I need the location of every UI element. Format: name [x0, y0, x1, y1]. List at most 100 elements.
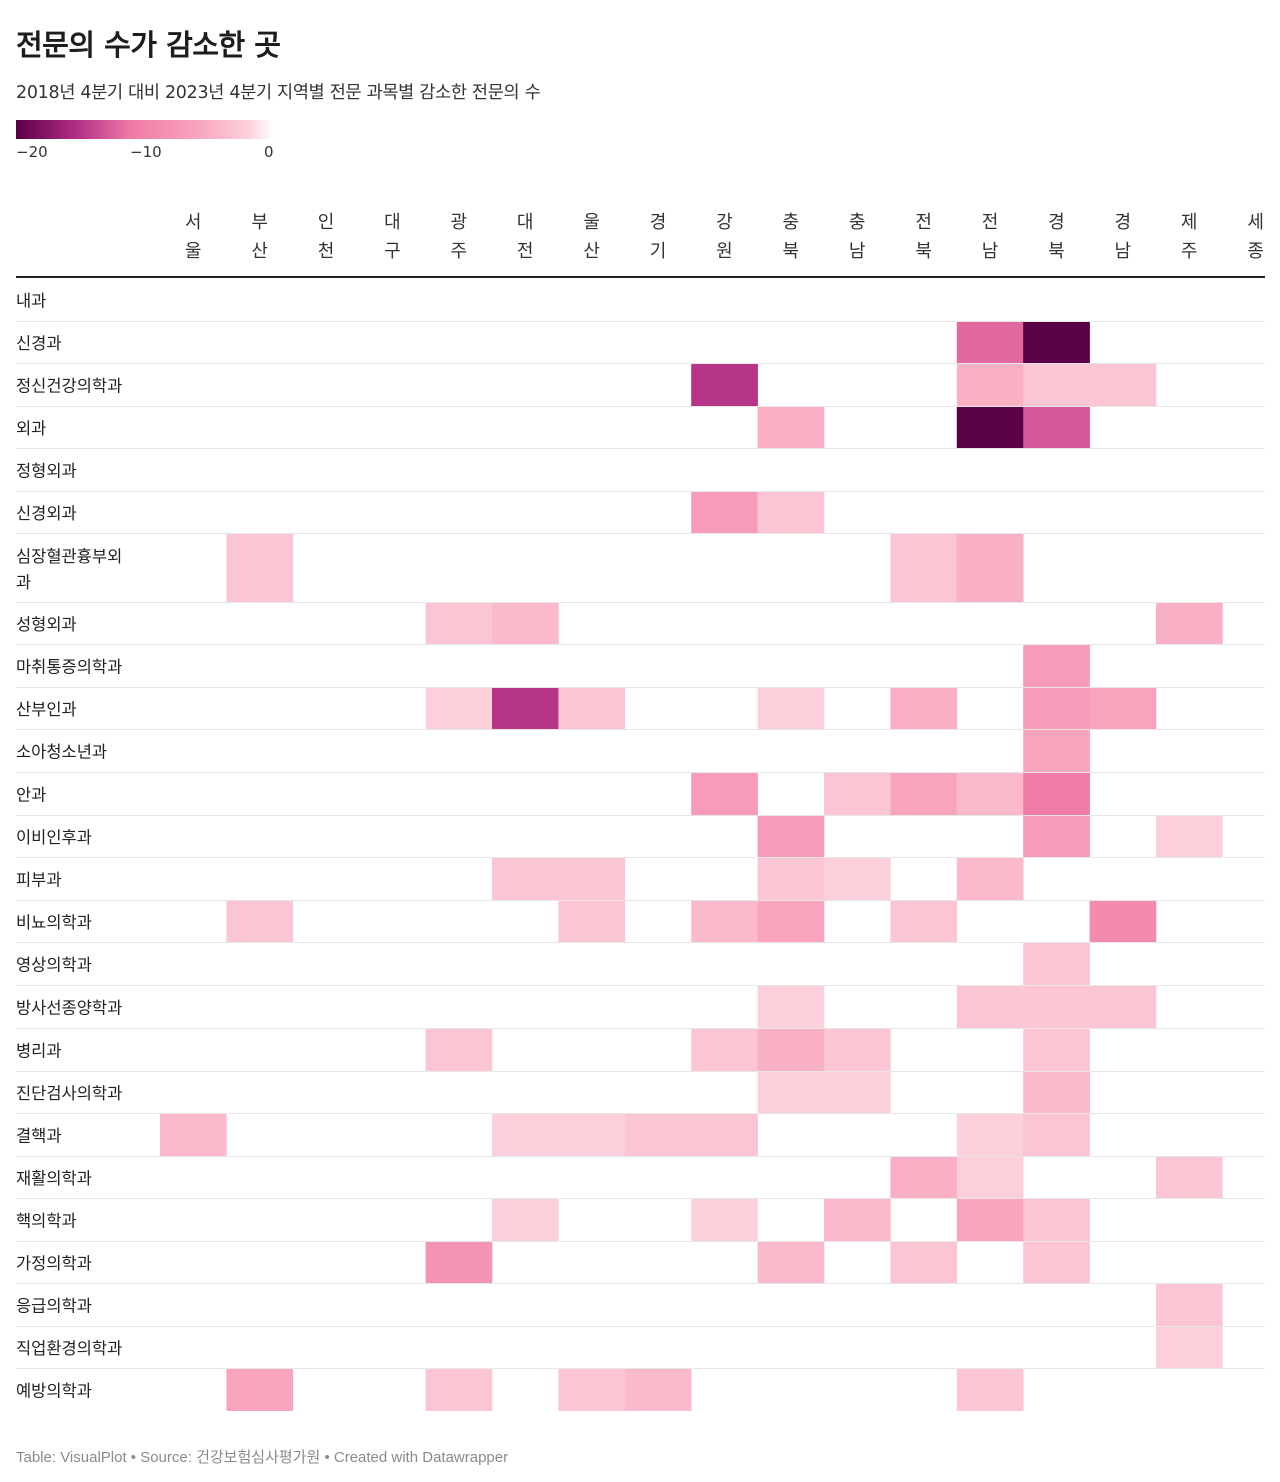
heatmap-cell	[1023, 1114, 1090, 1156]
chart-subtitle: 2018년 4분기 대비 2023년 4분기 지역별 전문 과목별 감소한 전문…	[16, 83, 541, 103]
heatmap-cell	[757, 407, 825, 448]
heatmap-cell	[890, 773, 958, 815]
heatmap-cell	[956, 534, 1024, 602]
heatmap-cell	[1023, 986, 1090, 1028]
row-label: 이비인후과	[16, 828, 92, 847]
heatmap-cell	[824, 1199, 891, 1241]
heatmap-cell	[226, 1369, 294, 1411]
heatmap-cell	[492, 1114, 559, 1156]
heatmap-cell	[425, 1369, 493, 1411]
heatmap-cell	[425, 603, 493, 644]
heatmap-cell	[890, 901, 958, 942]
heatmap-cell	[1156, 603, 1223, 644]
row-label: 직업환경의학과	[16, 1339, 122, 1358]
heatmap-cell	[1156, 1157, 1223, 1198]
heatmap-cell	[1089, 901, 1157, 942]
heatmap-cell	[1023, 645, 1090, 687]
row-label: 정신건강의학과	[16, 377, 122, 396]
row-label: 가정의학과	[16, 1254, 92, 1273]
heatmap-cell	[691, 901, 758, 942]
heatmap-cell	[757, 688, 825, 729]
heatmap-cell	[956, 1369, 1024, 1411]
heatmap-cell	[558, 1369, 626, 1411]
row-label: 비뇨의학과	[16, 913, 92, 932]
heatmap-cell	[757, 1029, 825, 1071]
legend-min-label: −20	[16, 143, 48, 161]
row-label: 정형외과	[16, 462, 77, 481]
heatmap-cell	[1023, 688, 1090, 729]
row-label: 병리과	[16, 1042, 62, 1061]
heatmap-cell	[757, 1242, 825, 1283]
heatmap-cell	[757, 492, 825, 533]
heatmap-cell	[226, 534, 294, 602]
row-label: 마취통증의학과	[16, 658, 122, 677]
row-label: 응급의학과	[16, 1297, 92, 1316]
heatmap-cell	[956, 364, 1024, 406]
heatmap-cell	[956, 1114, 1024, 1156]
heatmap-cell	[824, 858, 891, 900]
heatmap-cell	[558, 858, 626, 900]
heatmap-cell	[226, 901, 294, 942]
heatmap-cell	[890, 688, 958, 729]
heatmap-cell	[492, 603, 559, 644]
heatmap-cell	[757, 858, 825, 900]
heatmap-cell	[558, 901, 626, 942]
heatmap-cell	[1023, 364, 1090, 406]
heatmap-cell	[691, 492, 758, 533]
row-label: 안과	[16, 786, 46, 805]
heatmap-cell	[956, 773, 1024, 815]
heatmap-cell	[1023, 730, 1090, 772]
heatmap-cell	[624, 1369, 692, 1411]
row-label: 예방의학과	[16, 1382, 92, 1401]
heatmap-cell	[824, 1072, 891, 1113]
heatmap-cell	[1156, 816, 1223, 857]
legend-mid-label: −10	[130, 143, 162, 161]
heatmap-cell	[1023, 1242, 1090, 1283]
heatmap-cell	[1089, 364, 1157, 406]
footer-credits: Table: VisualPlot • Source: 건강보험심사평가원 • …	[16, 1449, 509, 1466]
heatmap-cell	[691, 1029, 758, 1071]
heatmap-cell	[1023, 322, 1090, 363]
heatmap-cell	[558, 688, 626, 729]
heatmap-cell	[691, 773, 758, 815]
heatmap-cell	[956, 407, 1024, 448]
heatmap-cell	[691, 1114, 758, 1156]
heatmap-cell	[160, 1114, 227, 1156]
heatmap-cell	[492, 858, 559, 900]
row-label: 심장혈관흉부외 과	[16, 547, 122, 592]
heatmap-cell	[1089, 986, 1157, 1028]
row-label: 소아청소년과	[16, 743, 107, 762]
heatmap-cell	[757, 901, 825, 942]
heatmap-cell	[492, 1199, 559, 1241]
row-label: 신경과	[16, 334, 62, 353]
heatmap-cell	[1023, 1072, 1090, 1113]
heatmap-chart: 서 울 부 산 인 천 대 구 광 주 대 전 울 산 경 기 강 원 충 북 충 남 전 북 전 남 경 북 경 남 제 주 세 종내과신경과정…	[16, 212, 1265, 1411]
heatmap-cell	[1023, 1199, 1090, 1241]
row-label: 영상의학과	[16, 956, 92, 975]
row-label: 핵의학과	[16, 1212, 77, 1231]
row-label: 외과	[16, 419, 46, 438]
legend-gradient-bar	[16, 120, 274, 139]
heatmap-cell	[824, 1029, 891, 1071]
heatmap-cell	[425, 1029, 493, 1071]
heatmap-cell	[757, 816, 825, 857]
heatmap-cell	[757, 986, 825, 1028]
chart-title: 전문의 수가 감소한 곳	[16, 28, 281, 62]
row-label: 피부과	[16, 871, 62, 890]
legend-max-label: 0	[264, 143, 274, 161]
color-legend: −20 −10 0	[16, 120, 274, 161]
